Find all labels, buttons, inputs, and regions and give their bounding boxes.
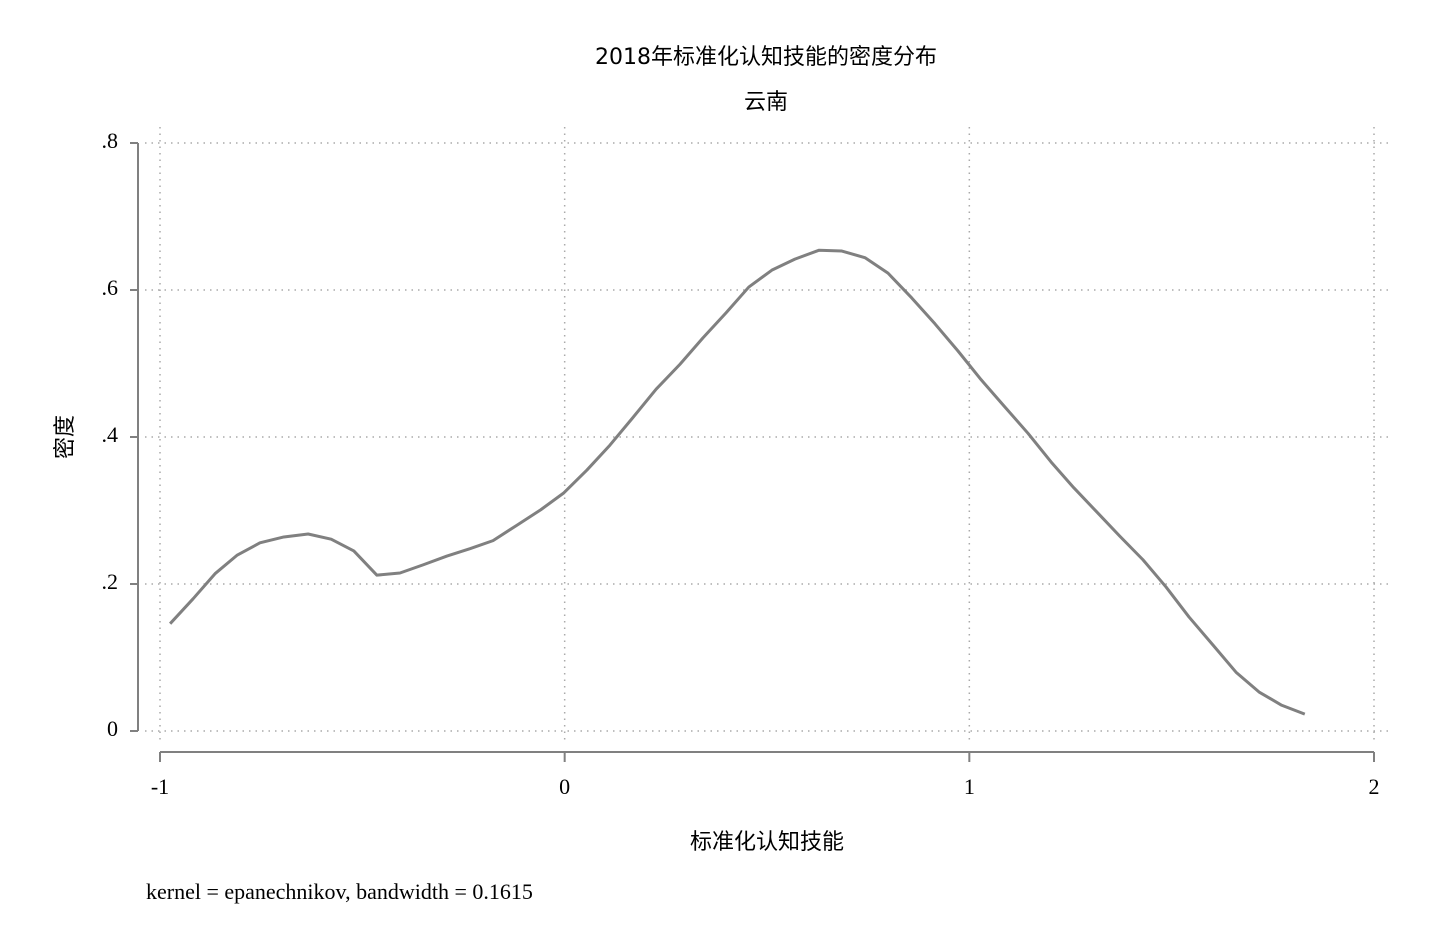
y-tick-label: 0	[107, 716, 118, 741]
chart-subtitle: 云南	[744, 90, 788, 115]
y-tick-label: .2	[102, 569, 119, 594]
note: kernel = epanechnikov, bandwidth = 0.161…	[146, 879, 533, 904]
y-tick-label: .6	[102, 275, 119, 300]
x-tick-label: 1	[964, 774, 975, 799]
y-axis-label: 密度	[53, 415, 78, 459]
x-tick-label: -1	[151, 774, 169, 799]
x-tick-label: 2	[1369, 774, 1380, 799]
y-tick-label: .4	[102, 422, 119, 447]
y-tick-label: .8	[102, 128, 119, 153]
x-tick-label: 0	[559, 774, 570, 799]
density-line	[169, 248, 1306, 716]
chart-title: 2018年标准化认知技能的密度分布	[595, 45, 937, 70]
x-axis-label: 标准化认知技能	[690, 830, 844, 855]
